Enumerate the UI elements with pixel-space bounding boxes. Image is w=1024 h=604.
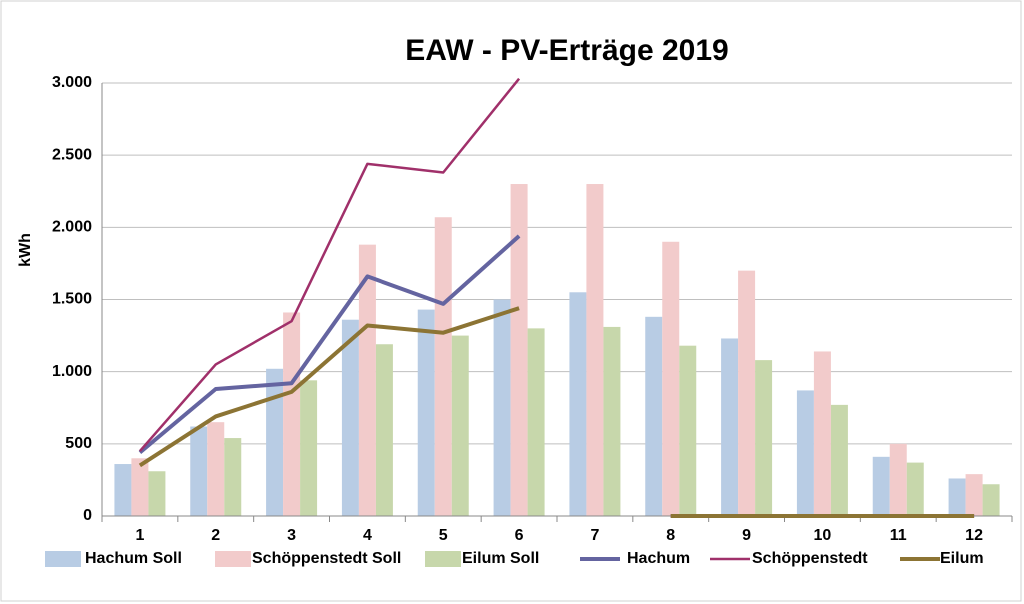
bar — [527, 328, 545, 516]
y-tick-label: 3.000 — [52, 74, 92, 91]
bar — [603, 326, 621, 516]
bar — [948, 478, 966, 516]
bar — [131, 458, 149, 516]
legend-label: Eilum — [940, 550, 984, 567]
bar — [889, 443, 907, 516]
bar — [283, 312, 301, 516]
x-tick-label: 5 — [439, 527, 448, 544]
bar — [645, 316, 663, 516]
bar — [434, 217, 452, 517]
x-tick-label: 1 — [135, 527, 144, 544]
legend-swatch — [425, 551, 461, 567]
bar — [872, 456, 890, 516]
x-tick-label: 6 — [515, 527, 524, 544]
bar — [830, 404, 848, 516]
x-tick-label: 9 — [742, 527, 751, 544]
x-tick-label: 4 — [363, 527, 372, 544]
bar — [417, 309, 435, 516]
bar — [510, 184, 528, 517]
bar — [982, 484, 1000, 516]
bar — [662, 241, 680, 516]
chart-title: EAW - PV-Erträge 2019 — [405, 34, 728, 67]
bar — [224, 438, 242, 516]
x-tick-label: 7 — [590, 527, 599, 544]
legend-label: Schöppenstedt — [752, 550, 868, 567]
bar — [721, 338, 739, 516]
bar — [190, 426, 208, 516]
bar — [266, 368, 284, 516]
y-tick-label: 1.500 — [52, 291, 92, 308]
bar — [679, 345, 697, 516]
legend-swatch — [215, 551, 251, 567]
bar — [207, 422, 225, 516]
y-tick-label: 2.500 — [52, 146, 92, 163]
legend-swatch — [45, 551, 81, 567]
bar — [738, 270, 756, 516]
legend-label: Hachum Soll — [85, 550, 182, 567]
bar — [300, 380, 318, 516]
bar — [586, 184, 604, 517]
line-series — [138, 306, 975, 518]
bar — [451, 335, 469, 516]
legend-label: Eilum Soll — [462, 550, 539, 567]
bar — [358, 244, 376, 517]
legend-label: Schöppenstedt Soll — [252, 550, 401, 567]
y-tick-label: 2.000 — [52, 219, 92, 236]
bar — [375, 344, 393, 516]
bar — [965, 474, 983, 516]
bar — [906, 462, 924, 516]
x-tick-label: 10 — [814, 527, 832, 544]
x-tick-label: 8 — [666, 527, 675, 544]
x-tick-label: 2 — [211, 527, 220, 544]
y-axis-label: kWh — [17, 233, 34, 267]
y-tick-label: 0 — [83, 507, 92, 524]
bar — [114, 464, 132, 516]
bar — [796, 390, 814, 516]
bar — [493, 299, 511, 516]
x-tick-label: 12 — [965, 527, 983, 544]
x-tick-label: 3 — [287, 527, 296, 544]
bar — [569, 292, 587, 516]
bar — [813, 351, 831, 516]
x-tick-label: 11 — [890, 527, 907, 544]
bar — [755, 360, 773, 516]
legend-label: Hachum — [627, 550, 690, 567]
bar — [148, 471, 166, 516]
bar — [341, 319, 359, 516]
y-tick-label: 1.000 — [52, 363, 92, 380]
y-tick-label: 500 — [65, 435, 92, 452]
